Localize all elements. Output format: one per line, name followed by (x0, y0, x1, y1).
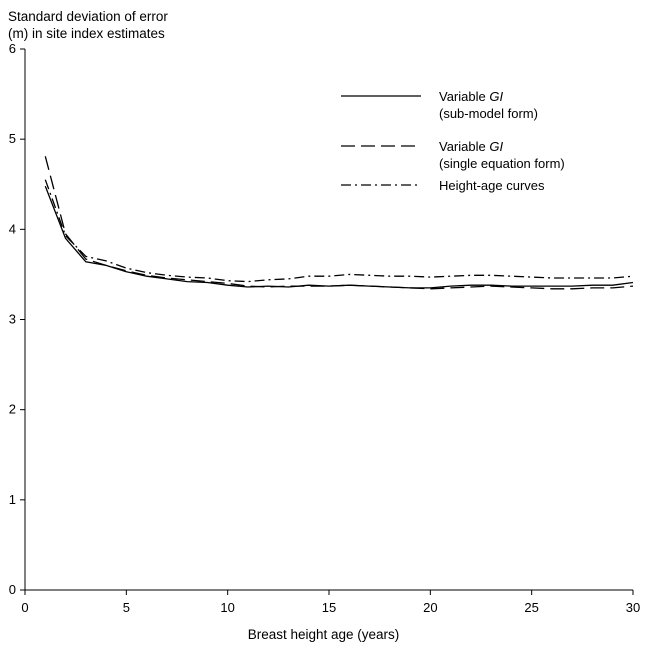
y-tick-label: 0 (9, 582, 16, 597)
y-axis-label-line2: (m) in site index estimates (8, 26, 165, 41)
x-tick-label: 25 (524, 600, 538, 615)
y-tick-label: 1 (9, 492, 16, 507)
y-tick-label: 4 (9, 221, 16, 236)
legend-label-3: Height-age curves (439, 178, 545, 193)
legend-label-2: Variable GI (439, 139, 503, 154)
axes: 0 1 2 3 4 5 6 0 5 10 15 20 25 30 (9, 41, 640, 615)
legend-label-1: Variable GI (439, 89, 503, 104)
legend-label-1-line2: (sub-model form) (439, 106, 538, 121)
x-tick-label: 0 (21, 600, 28, 615)
series-line-3 (44, 179, 634, 283)
x-axis-label: Breast height age (years) (247, 627, 400, 642)
y-axis-label: Standard deviation of error (m) in site … (8, 8, 168, 42)
y-axis-label-line1: Standard deviation of error (8, 9, 168, 24)
y-tick-label: 3 (9, 312, 16, 327)
legend: Variable GI (sub-model form) Variable GI (s… (341, 89, 565, 193)
x-tick-label: 20 (423, 600, 437, 615)
x-tick-label: 10 (220, 600, 234, 615)
legend-label-2-line2: (single equation form) (439, 156, 565, 171)
x-tick-label: 30 (626, 600, 640, 615)
series-line-2 (44, 156, 634, 290)
y-tick-label: 6 (9, 41, 16, 56)
y-tick-label: 5 (9, 131, 16, 146)
series-lines (44, 156, 634, 290)
x-tick-label: 15 (322, 600, 336, 615)
x-tick-label: 5 (123, 600, 130, 615)
y-tick-label: 2 (9, 402, 16, 417)
